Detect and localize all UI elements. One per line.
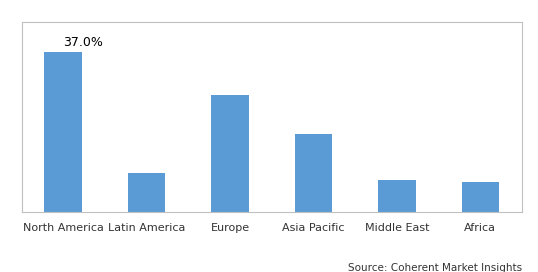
Bar <box>378 180 416 212</box>
Text: Source: Coherent Market Insights: Source: Coherent Market Insights <box>348 263 522 272</box>
Bar <box>128 173 165 212</box>
Bar <box>295 134 332 212</box>
Text: 37.0%: 37.0% <box>63 36 103 50</box>
Bar <box>462 182 499 212</box>
Bar <box>44 52 82 212</box>
Bar <box>211 95 249 212</box>
